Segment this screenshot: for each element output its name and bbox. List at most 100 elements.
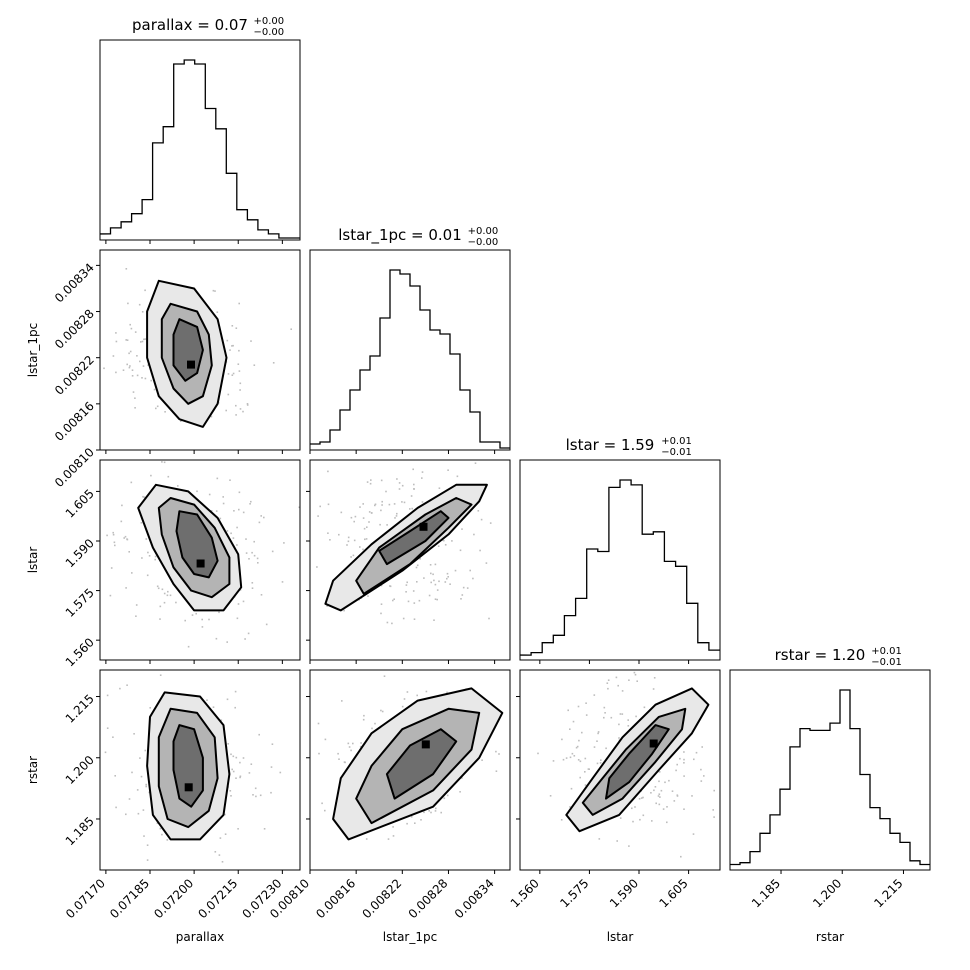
sample-point <box>253 364 256 366</box>
sample-point <box>140 522 143 524</box>
sample-point <box>146 574 149 577</box>
sample-point <box>124 535 127 538</box>
sample-point <box>290 328 292 330</box>
sample-point <box>636 680 638 682</box>
sample-point <box>270 766 273 768</box>
sample-point <box>163 601 166 604</box>
sample-point <box>423 811 425 814</box>
sample-point <box>389 585 391 587</box>
sample-point <box>341 700 343 702</box>
sample-point <box>161 588 164 591</box>
sample-point <box>573 755 576 757</box>
x-tick-label: 0.07215 <box>195 876 240 921</box>
sample-point <box>391 622 393 625</box>
sample-point <box>229 479 231 481</box>
sample-point <box>163 592 166 595</box>
sample-point <box>446 577 448 580</box>
sample-point <box>187 645 190 648</box>
panel-frame <box>519 459 721 661</box>
sample-point <box>374 503 377 506</box>
density-peak <box>187 360 195 369</box>
panel-lstar_1pc-vs-lstar_1pc: lstar_1pc = 0.01 +0.00−0.00 <box>309 226 511 454</box>
panel-rstar-vs-lstar: 1.560 1.575 1.590 1.605 <box>508 669 721 910</box>
sample-point <box>232 770 235 773</box>
sample-point <box>142 495 144 498</box>
sample-point <box>219 837 222 839</box>
sample-point <box>576 745 579 748</box>
sample-point <box>421 471 424 473</box>
sample-point <box>169 594 172 597</box>
sample-point <box>410 495 413 497</box>
sample-point <box>147 364 149 366</box>
sample-point <box>485 562 488 564</box>
sample-point <box>112 531 114 534</box>
sample-point <box>473 533 475 536</box>
sample-point <box>109 594 112 597</box>
sample-point <box>212 289 215 292</box>
sample-point <box>415 566 418 569</box>
sample-point <box>659 796 661 798</box>
sample-point <box>650 792 652 794</box>
sample-point <box>572 720 575 723</box>
sample-point <box>271 550 274 553</box>
sample-point <box>363 714 365 717</box>
sample-point <box>425 690 428 693</box>
sample-point <box>393 598 395 600</box>
sample-point <box>466 587 469 589</box>
sample-point <box>416 694 418 697</box>
sample-point <box>433 579 435 582</box>
contour-mid <box>355 497 473 595</box>
contour-inner <box>605 724 670 800</box>
sample-point <box>456 475 459 478</box>
sample-point <box>413 488 415 490</box>
sample-point <box>599 762 602 764</box>
sample-point <box>385 490 387 493</box>
sample-point <box>683 758 685 761</box>
sample-point <box>401 501 403 503</box>
sample-point <box>132 391 135 393</box>
panel-lstar-vs-parallax: 1.560 1.575 1.590 1.605 <box>63 459 301 669</box>
sample-point <box>167 475 170 478</box>
sample-point <box>144 289 146 292</box>
sample-point <box>239 389 241 391</box>
sample-point <box>489 522 492 524</box>
sample-point <box>271 743 274 745</box>
sample-point <box>642 814 645 817</box>
sample-point <box>396 478 398 480</box>
sample-point <box>480 518 483 521</box>
y-axis-label-lstar_1pc: lstar_1pc <box>26 323 40 377</box>
sample-point <box>676 794 679 796</box>
sample-point <box>115 371 117 374</box>
sample-point <box>652 688 655 690</box>
sample-point <box>126 339 129 341</box>
sample-point <box>634 806 636 808</box>
density-peak <box>649 739 658 748</box>
sample-point <box>628 845 630 847</box>
panel-frame <box>99 669 301 871</box>
sample-point <box>584 771 586 773</box>
sample-point <box>436 598 438 601</box>
sample-point <box>380 603 383 605</box>
sample-point <box>430 811 432 814</box>
sample-point <box>388 503 391 506</box>
sample-point <box>653 677 656 679</box>
hist-lstar_1pc <box>310 269 510 449</box>
sample-point <box>578 739 580 742</box>
sample-point <box>621 690 624 692</box>
title-err-minus: −0.01 <box>871 657 902 668</box>
sample-point <box>112 355 115 357</box>
sample-point <box>562 758 565 761</box>
sample-point <box>316 566 318 568</box>
sample-point <box>318 752 320 755</box>
hist-rstar <box>729 689 930 866</box>
sample-point <box>421 501 424 503</box>
sample-point <box>381 500 383 503</box>
sample-point <box>121 504 123 507</box>
sample-point <box>222 496 224 498</box>
sample-point <box>461 528 463 530</box>
sample-point <box>387 838 390 840</box>
sample-point <box>438 487 441 489</box>
sample-point <box>443 539 445 542</box>
sample-point <box>619 713 622 715</box>
